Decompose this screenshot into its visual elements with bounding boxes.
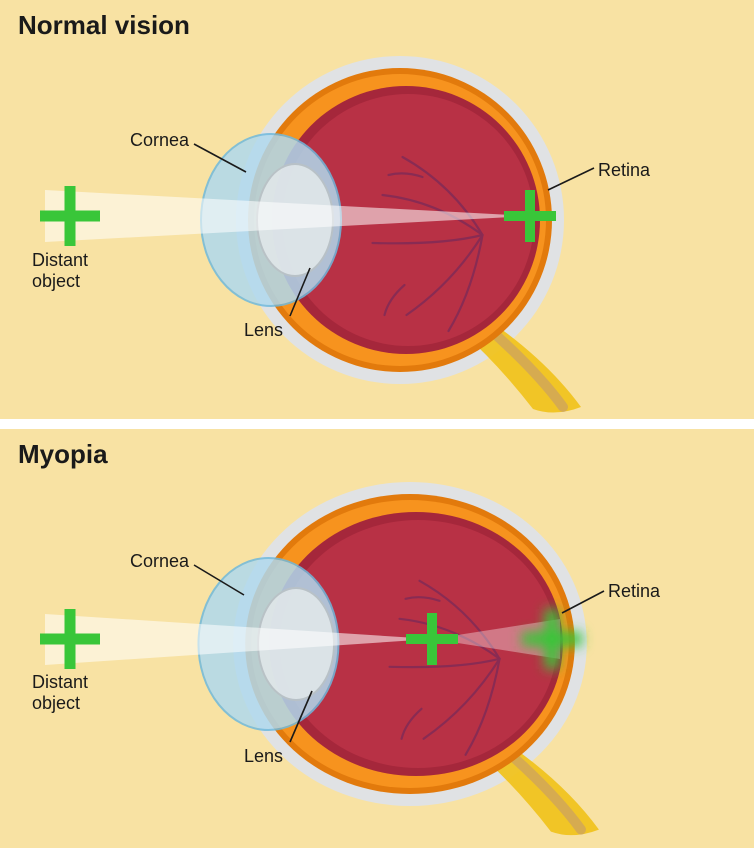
label-retina: Retina [598,160,650,181]
label-retina: Retina [608,581,660,602]
panel-title: Myopia [18,439,108,470]
label-distant: Distant object [32,672,88,713]
panel-normal: Normal vision Cornea Distant object Lens Ret… [0,0,754,419]
diagram-svg [0,429,754,848]
panel-title: Normal vision [18,10,190,41]
label-cornea: Cornea [130,130,189,151]
label-lens: Lens [244,320,283,341]
label-lens: Lens [244,746,283,767]
panel-myopia: Myopia Cornea Distant object Lens Retina [0,429,754,848]
label-cornea: Cornea [130,551,189,572]
diagram-svg [0,0,754,419]
label-distant: Distant object [32,250,88,291]
